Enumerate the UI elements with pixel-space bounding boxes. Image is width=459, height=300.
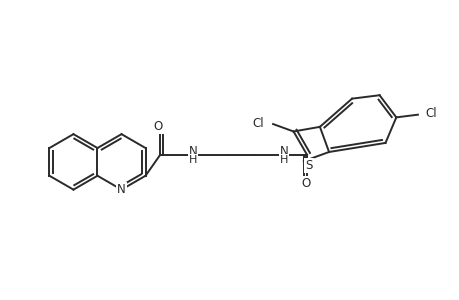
Text: H: H: [188, 154, 197, 165]
Text: O: O: [153, 120, 162, 134]
Text: Cl: Cl: [252, 116, 263, 130]
Text: Cl: Cl: [425, 107, 437, 120]
Text: H: H: [280, 154, 288, 165]
Text: N: N: [279, 145, 288, 158]
Text: O: O: [301, 177, 310, 190]
Text: S: S: [304, 159, 312, 172]
Text: N: N: [117, 183, 126, 196]
Text: N: N: [188, 145, 197, 158]
